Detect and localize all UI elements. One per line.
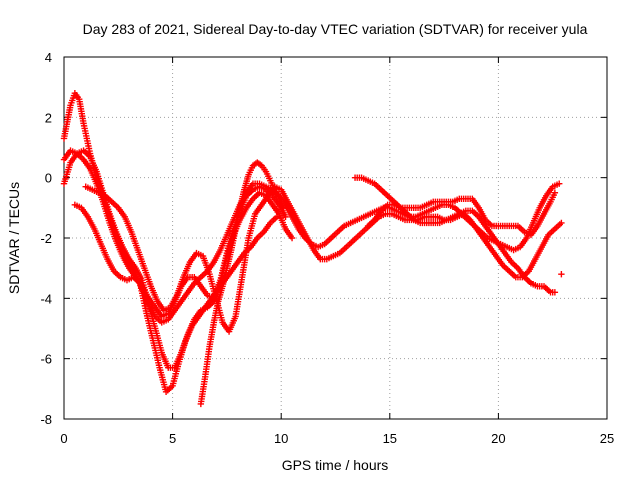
x-tick-label: 25 (600, 431, 614, 446)
chart-title: Day 283 of 2021, Sidereal Day-to-day VTE… (83, 21, 588, 37)
y-tick-label: 0 (45, 171, 52, 186)
x-axis-label: GPS time / hours (282, 457, 389, 473)
data-point (280, 204, 287, 212)
data-point (556, 180, 563, 187)
data-point (558, 271, 565, 278)
series-track-6 (197, 159, 287, 408)
series-isolated (558, 271, 565, 278)
y-tick-label: -4 (40, 291, 52, 306)
data-points (60, 90, 565, 408)
data-point (558, 219, 565, 227)
data-point (273, 213, 281, 221)
data-point (282, 213, 289, 221)
data-point (551, 189, 559, 196)
x-tick-label: 10 (274, 431, 288, 446)
y-tick-label: -6 (40, 352, 52, 367)
x-tick-label: 20 (491, 431, 505, 446)
x-tick-label: 15 (383, 431, 397, 446)
x-tick-label: 5 (169, 431, 176, 446)
y-tick-label: 4 (45, 50, 52, 65)
data-point (288, 234, 296, 242)
series-track-1 (60, 90, 563, 326)
data-point (551, 289, 559, 296)
series-track-8 (364, 189, 559, 239)
axis-ticks: 0 5 10 15 20 25 -8 -6 -4 -2 0 2 4 (40, 50, 614, 446)
y-axis-label: SDTVAR / TECUs (6, 182, 22, 294)
y-tick-label: 2 (45, 110, 52, 125)
grid-lines (64, 57, 607, 419)
y-tick-label: -2 (40, 231, 52, 246)
y-tick-label: -8 (40, 412, 52, 427)
x-tick-label: 0 (60, 431, 67, 446)
